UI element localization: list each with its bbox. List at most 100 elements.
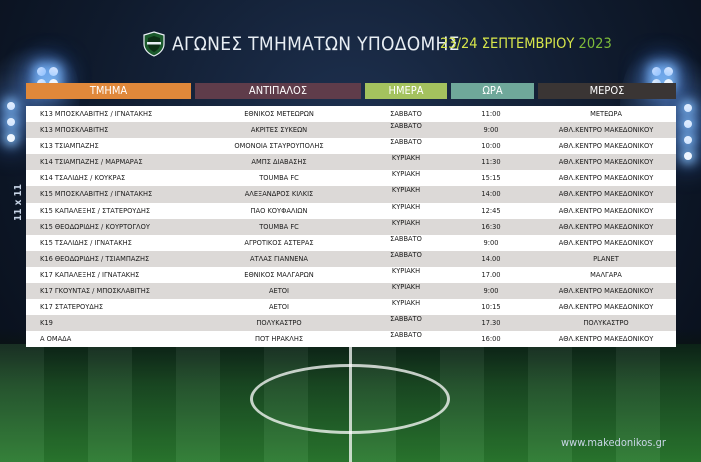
time-cell: 9:00 xyxy=(483,125,499,135)
team-cell: Κ15 ΤΣΑΛΙΔΗΣ / ΙΓΝΑΤΑΚΗΣ xyxy=(40,237,132,247)
day-cell: ΣΑΒΒΑΤΟ xyxy=(390,109,422,118)
team-cell: Κ14 ΤΣΑΛΙΔΗΣ / ΚΟΥΚΡΑΣ xyxy=(40,173,126,183)
table-row: Κ15 ΚΑΠΑΛΕΞΗΣ / ΣΤΑΤΕΡΟΥΔΗΣ ΠΑΟ ΚΟΥΦΑΛΙΩ… xyxy=(26,202,676,219)
table-row: Κ13 ΜΠΟΣΚΛΑΒΙΤΗΣ ΑΚΡΙΤΕΣ ΣΥΚΕΩΝ ΣΑΒΒΑΤΟ … xyxy=(26,121,676,139)
floodlight-right-6 xyxy=(684,120,692,128)
day-cell: ΚΥΡΙΑΚΗ xyxy=(391,282,421,292)
page-title: ΑΓΩΝΕΣ ΤΜΗΜΑΤΩΝ ΥΠΟΔΟΜΗΣ xyxy=(172,33,460,55)
time-cell: 11:30 xyxy=(481,157,501,167)
venue-cell: ΠΟΛΥΚΑΣΤΡΟ xyxy=(583,318,629,328)
opponent-cell: ΑΕΤΟΙ xyxy=(269,302,289,312)
venue-cell: ΑΘΛ.ΚΕΝΤΡΟ ΜΑΚΕΔΟΝΙΚΟΥ xyxy=(558,334,654,344)
match-dates: 23/24 ΣΕΠΤΕΜΒΡΙΟΥ 2023 xyxy=(440,36,612,52)
team-cell: Κ17 ΓΚΟΥΝΤΑΣ / ΜΠΟΣΚΛΑΒΙΤΗΣ xyxy=(40,286,150,296)
venue-cell: ΑΘΛ.ΚΕΝΤΡΟ ΜΑΚΕΔΟΝΙΚΟΥ xyxy=(558,141,654,151)
opponent-cell: TOUMBA FC xyxy=(259,173,299,183)
venue-cell: ΑΘΛ.ΚΕΝΤΡΟ ΜΑΚΕΔΟΝΙΚΟΥ xyxy=(558,173,654,183)
team-cell: Κ13 ΤΣΙΑΜΠΑΖΗΣ xyxy=(40,141,99,151)
table-row: Κ16 ΘΕΟΔΩΡΙΔΗΣ / ΤΣΙΑΜΠΑΖΗΣ ΑΤΛΑΣ ΓΙΑΝΝΕ… xyxy=(26,250,676,267)
table-row: Κ13 ΤΣΙΑΜΠΑΖΗΣ ΟΜΟΝΟΙΑ ΣΤΑΥΡΟΥΠΟΛΗΣ ΣΑΒΒ… xyxy=(26,137,676,155)
venue-cell: ΑΘΛ.ΚΕΝΤΡΟ ΜΑΚΕΔΟΝΙΚΟΥ xyxy=(558,125,654,135)
team-cell: Κ15 ΘΕΟΔΩΡΙΔΗΣ / ΚΟΥΡΤΟΓΛΟΥ xyxy=(40,221,150,231)
day-cell: ΚΥΡΙΑΚΗ xyxy=(391,153,421,163)
table-header: ΤΜΗΜΑ ΑΝΤΙΠΑΛΟΣ ΗΜΕΡΑ ΩΡΑ ΜΕΡΟΣ xyxy=(26,83,676,99)
floodlight-right-5 xyxy=(684,104,692,112)
opponent-cell: ΕΘΝΙΚΟΣ ΜΕΤΕΩΡΩΝ xyxy=(244,109,314,118)
table-row: Κ14 ΤΣΙΑΜΠΑΖΗΣ / ΜΑΡΜΑΡΑΣ ΑΜΠΣ ΔΙΑΒΑΣΗΣ … xyxy=(26,153,676,171)
time-cell: 16:00 xyxy=(481,334,501,344)
table-row: Κ13 ΜΠΟΣΚΛΑΒΙΤΗΣ / ΙΓΝΑΤΑΚΗΣ ΕΘΝΙΚΟΣ ΜΕΤ… xyxy=(26,106,676,123)
day-cell: ΚΥΡΙΑΚΗ xyxy=(391,265,421,275)
floodlight-right-2 xyxy=(664,67,673,76)
day-cell: ΣΑΒΒΑΤΟ xyxy=(390,121,422,131)
format-side-label: 11 x 11 xyxy=(6,183,24,223)
time-cell: 15:15 xyxy=(481,173,501,183)
floodlight-right-1 xyxy=(652,67,661,76)
day-cell: ΚΥΡΙΑΚΗ xyxy=(391,185,421,195)
day-cell: ΚΥΡΙΑΚΗ xyxy=(391,217,421,227)
day-cell: ΣΑΒΒΑΤΟ xyxy=(390,233,422,243)
table-row: Κ17 ΚΑΠΑΛΕΞΗΣ / ΙΓΝΑΤΑΚΗΣ ΕΘΝΙΚΟΣ ΜΑΛΓΑΡ… xyxy=(26,266,676,284)
column-header-opponent: ΑΝΤΙΠΑΛΟΣ xyxy=(195,83,361,99)
venue-cell: ΑΘΛ.ΚΕΝΤΡΟ ΜΑΚΕΔΟΝΙΚΟΥ xyxy=(558,286,654,296)
opponent-cell: ΕΘΝΙΚΟΣ ΜΑΛΓΑΡΩΝ xyxy=(244,269,314,279)
time-cell: 10:15 xyxy=(481,302,501,312)
team-cell: Κ14 ΤΣΙΑΜΠΑΖΗΣ / ΜΑΡΜΑΡΑΣ xyxy=(40,157,143,167)
opponent-cell: ΑΚΡΙΤΕΣ ΣΥΚΕΩΝ xyxy=(250,125,308,135)
team-cell: Κ17 ΣΤΑΤΕΡΟΥΔΗΣ xyxy=(40,302,104,312)
time-cell: 9:00 xyxy=(483,286,499,296)
floodlight-left-1 xyxy=(37,67,46,76)
day-cell: ΚΥΡΙΑΚΗ xyxy=(391,169,421,179)
opponent-cell: ΑΓΡΟΤΙΚΟΣ ΑΣΤΕΡΑΣ xyxy=(244,237,314,247)
time-cell: 12:45 xyxy=(481,205,501,215)
venue-cell: ΑΘΛ.ΚΕΝΤΡΟ ΜΑΚΕΔΟΝΙΚΟΥ xyxy=(558,205,654,215)
venue-cell: ΑΘΛ.ΚΕΝΤΡΟ ΜΑΚΕΔΟΝΙΚΟΥ xyxy=(558,302,654,312)
pitch-center-circle xyxy=(250,364,450,434)
day-cell: ΣΑΒΒΑΤΟ xyxy=(390,249,422,259)
football-pitch xyxy=(0,344,701,462)
time-cell: 17.30 xyxy=(481,318,501,328)
time-cell: 16:30 xyxy=(481,221,501,231)
time-cell: 14.00 xyxy=(481,253,501,263)
opponent-cell: ΠΟΤ ΗΡΑΚΛΗΣ xyxy=(254,334,304,344)
time-cell: 11:00 xyxy=(481,109,501,118)
floodlight-left-2 xyxy=(49,67,58,76)
opponent-cell: ΠΟΛΥΚΑΣΤΡΟ xyxy=(256,318,302,328)
page-header: ΑΓΩΝΕΣ ΤΜΗΜΑΤΩΝ ΥΠΟΔΟΜΗΣ 23/24 ΣΕΠΤΕΜΒΡΙ… xyxy=(0,30,701,64)
table-row: Κ15 ΜΠΟΣΚΛΑΒΙΤΗΣ / ΙΓΝΑΤΑΚΗΣ ΑΛΕΞΑΝΔΡΟΣ … xyxy=(26,185,676,203)
team-cell: Κ16 ΘΕΟΔΩΡΙΔΗΣ / ΤΣΙΑΜΠΑΖΗΣ xyxy=(40,253,150,263)
day-cell: ΣΑΒΒΑΤΟ xyxy=(390,330,422,340)
opponent-cell: TOUMBA FC xyxy=(259,221,299,231)
opponent-cell: ΟΜΟΝΟΙΑ ΣΤΑΥΡΟΥΠΟΛΗΣ xyxy=(234,141,324,151)
column-header-day: ΗΜΕΡΑ xyxy=(365,83,447,99)
opponent-cell: ΠΑΟ ΚΟΥΦΑΛΙΩΝ xyxy=(250,205,308,215)
column-header-time: ΩΡΑ xyxy=(451,83,534,99)
day-cell: ΚΥΡΙΑΚΗ xyxy=(391,201,421,211)
schedule-table: Κ13 ΜΠΟΣΚΛΑΒΙΤΗΣ / ΙΓΝΑΤΑΚΗΣ ΕΘΝΙΚΟΣ ΜΕΤ… xyxy=(26,106,676,348)
match-year: 2023 xyxy=(578,36,612,52)
format-side-label-text: 11 x 11 xyxy=(13,183,25,222)
time-cell: 17.00 xyxy=(481,269,501,279)
day-cell: ΣΑΒΒΑΤΟ xyxy=(390,314,422,324)
venue-cell: ΜΕΤΕΩΡΑ xyxy=(590,109,622,118)
table-row: Κ17 ΓΚΟΥΝΤΑΣ / ΜΠΟΣΚΛΑΒΙΤΗΣ ΑΕΤΟΙ ΚΥΡΙΑΚ… xyxy=(26,282,676,300)
day-cell: ΚΥΡΙΑΚΗ xyxy=(391,298,421,308)
website-link[interactable]: www.makedonikos.gr xyxy=(561,436,666,449)
time-cell: 9:00 xyxy=(483,237,499,247)
venue-cell: ΑΘΛ.ΚΕΝΤΡΟ ΜΑΚΕΔΟΝΙΚΟΥ xyxy=(558,237,654,247)
column-header-team: ΤΜΗΜΑ xyxy=(26,83,191,99)
table-row: Κ19 ΠΟΛΥΚΑΣΤΡΟ ΣΑΒΒΑΤΟ 17.30 ΠΟΛΥΚΑΣΤΡΟ xyxy=(26,314,676,332)
venue-cell: ΑΘΛ.ΚΕΝΤΡΟ ΜΑΚΕΔΟΝΙΚΟΥ xyxy=(558,221,654,231)
time-cell: 10:00 xyxy=(481,141,501,151)
venue-cell: PLANET xyxy=(593,253,619,263)
opponent-cell: ΑΤΛΑΣ ΓΙΑΝΝΕΝΑ xyxy=(250,253,308,263)
team-cell: Κ17 ΚΑΠΑΛΕΞΗΣ / ΙΓΝΑΤΑΚΗΣ xyxy=(40,269,140,279)
floodlight-left-6 xyxy=(7,118,15,126)
venue-cell: ΜΑΛΓΑΡΑ xyxy=(590,269,622,279)
team-cell: Κ19 xyxy=(40,318,53,328)
floodlight-left-5 xyxy=(7,102,15,110)
table-row: Α ΟΜΑΔΑ ΠΟΤ ΗΡΑΚΛΗΣ ΣΑΒΒΑΤΟ 16:00 ΑΘΛ.ΚΕ… xyxy=(26,330,676,348)
team-cell: Κ15 ΚΑΠΑΛΕΞΗΣ / ΣΤΑΤΕΡΟΥΔΗΣ xyxy=(40,205,151,215)
floodlight-right-8 xyxy=(684,152,692,160)
floodlight-right-7 xyxy=(684,136,692,144)
